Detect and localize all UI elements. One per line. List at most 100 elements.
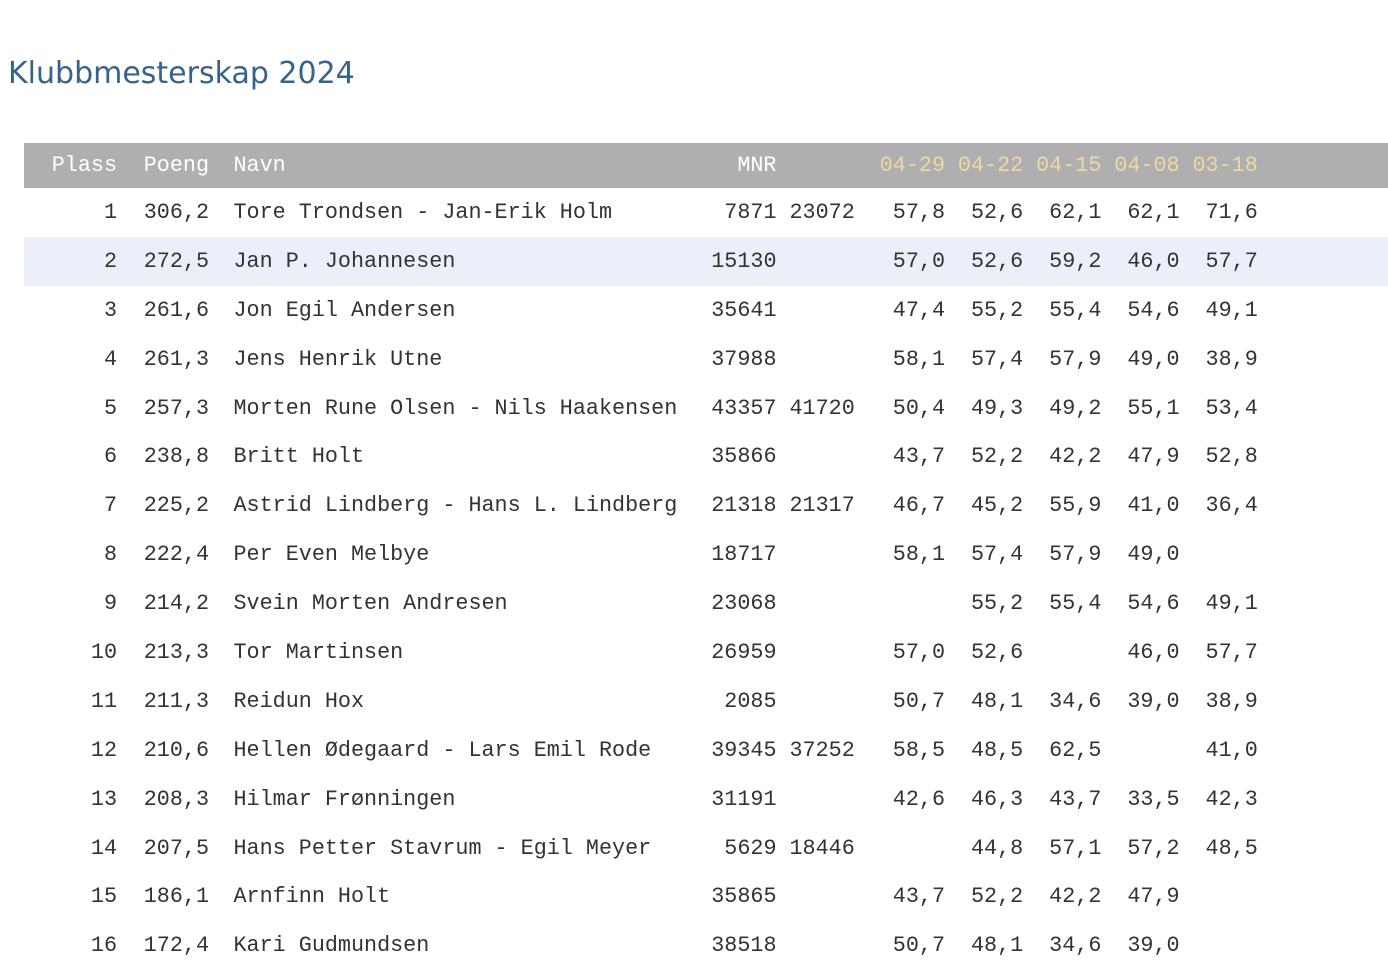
table-row[interactable]: 4 261,3 Jens Henrik Utne 37988 58,1 57,4…	[24, 334, 1388, 384]
table-row[interactable]: 6 238,8 Britt Holt 35866 43,7 52,2 42,2 …	[24, 432, 1388, 482]
score-cell-1: 52,2	[970, 884, 1024, 910]
member-number-cell: 18717	[711, 542, 777, 568]
score-cell-0: 58,1	[892, 346, 945, 372]
member-number-cell: 43357	[711, 395, 777, 421]
score-cell-3: 46,0	[1127, 639, 1180, 665]
points-cell: 222,4	[143, 542, 209, 568]
member-number-cell: 7871	[724, 199, 777, 225]
score-cell-3: 57,2	[1127, 835, 1180, 861]
score-cell-3: 39,0	[1127, 933, 1180, 959]
score-cell-2: 43,7	[1049, 786, 1102, 812]
points-cell: 257,3	[143, 395, 209, 421]
score-cell-1: 52,6	[970, 248, 1024, 274]
points-cell: 225,2	[143, 493, 209, 519]
member-number-2-cell: 37252	[789, 737, 855, 763]
header-date-2: 04-15	[1036, 153, 1102, 178]
header-date-4: 03-18	[1192, 153, 1258, 178]
score-cell-0: 57,0	[892, 639, 945, 665]
score-cell-1: 52,6	[970, 639, 1024, 665]
score-cell-1: 48,1	[970, 933, 1024, 959]
table-row[interactable]: 13 208,3 Hilmar Frønningen 31191 42,6 46…	[24, 774, 1388, 824]
table-row[interactable]: 11 211,3 Reidun Hox 2085 50,7 48,1 34,6 …	[24, 676, 1388, 726]
name-cell: Svein Morten Andresen	[233, 591, 508, 617]
table-row[interactable]: 3 261,6 Jon Egil Andersen 35641 47,4 55,…	[24, 285, 1388, 335]
rank-cell: 13	[90, 786, 117, 812]
score-cell-1: 46,3	[970, 786, 1024, 812]
name-cell: Tor Martinsen	[233, 639, 404, 665]
score-cell-1: 48,1	[970, 688, 1024, 714]
score-cell-0: 47,4	[892, 297, 945, 323]
points-cell: 172,4	[143, 933, 209, 959]
header-date-1: 04-22	[957, 153, 1024, 178]
table-row[interactable]: 8 222,4 Per Even Melbye 18717 58,1 57,4 …	[24, 530, 1388, 580]
table-row[interactable]: 1 306,2 Tore Trondsen - Jan-Erik Holm 78…	[24, 188, 1388, 237]
score-cell-0: 50,7	[892, 688, 945, 714]
name-cell: Astrid Lindberg - Hans L. Lindberg	[233, 493, 678, 519]
score-cell-4: 48,5	[1205, 835, 1258, 861]
score-cell-0: 58,1	[892, 542, 945, 568]
rank-cell: 9	[103, 591, 117, 617]
member-number-cell: 37988	[711, 346, 777, 372]
score-cell-2: 49,2	[1049, 395, 1102, 421]
member-number-cell: 31191	[711, 786, 777, 812]
score-cell-2: 55,4	[1049, 297, 1102, 323]
score-cell-1: 48,5	[970, 737, 1024, 763]
score-cell-4: 52,8	[1205, 444, 1258, 470]
table-row[interactable]: 9 214,2 Svein Morten Andresen 23068 55,2…	[24, 579, 1388, 629]
score-cell-0: 43,7	[892, 444, 945, 470]
score-cell-3: 47,9	[1127, 444, 1180, 470]
score-cell-1: 49,3	[970, 395, 1024, 421]
score-cell-4: 36,4	[1205, 493, 1258, 519]
score-cell-3: 54,6	[1127, 297, 1180, 323]
score-cell-3: 41,0	[1127, 493, 1180, 519]
score-cell-1: 44,8	[970, 835, 1024, 861]
score-cell-2: 34,6	[1049, 933, 1102, 959]
member-number-cell: 15130	[711, 248, 777, 274]
score-cell-2: 34,6	[1049, 688, 1102, 714]
name-cell: Britt Holt	[233, 444, 365, 470]
score-cell-3: 47,9	[1127, 884, 1180, 910]
score-cell-4: 38,9	[1205, 346, 1258, 372]
points-cell: 208,3	[143, 786, 209, 812]
table-row[interactable]: 7 225,2 Astrid Lindberg - Hans L. Lindbe…	[24, 481, 1388, 531]
rank-cell: 10	[90, 639, 117, 665]
header-member-number: MNR	[737, 153, 777, 178]
score-cell-2: 59,2	[1049, 248, 1102, 274]
score-cell-4: 42,3	[1205, 786, 1258, 812]
member-number-2-cell: 18446	[789, 835, 855, 861]
name-cell: Per Even Melbye	[233, 542, 430, 568]
score-cell-4: 49,1	[1205, 591, 1258, 617]
page-title: Klubbmesterskap 2024	[8, 56, 355, 91]
member-number-cell: 5629	[724, 835, 777, 861]
table-row[interactable]: 14 207,5 Hans Petter Stavrum - Egil Meye…	[24, 823, 1388, 873]
table-row[interactable]: 15 186,1 Arnfinn Holt 35865 43,7 52,2 42…	[24, 872, 1388, 922]
score-cell-2: 55,4	[1049, 591, 1102, 617]
name-cell: Hilmar Frønningen	[233, 786, 456, 812]
score-cell-2: 62,5	[1049, 737, 1102, 763]
score-cell-0: 50,4	[892, 395, 945, 421]
score-cell-3: 62,1	[1127, 199, 1180, 225]
table-row[interactable]: 16 172,4 Kari Gudmundsen 38518 50,7 48,1…	[24, 921, 1388, 971]
score-cell-1: 52,2	[970, 444, 1024, 470]
score-cell-2: 62,1	[1049, 199, 1102, 225]
rank-cell: 6	[103, 444, 117, 470]
score-cell-1: 45,2	[970, 493, 1024, 519]
header-date-0: 04-29	[879, 153, 945, 178]
score-cell-3: 49,0	[1127, 542, 1180, 568]
table-header-row: Plass Poeng Navn MNR 04-29 04-22 04-15 0…	[24, 143, 1388, 188]
score-cell-0: 58,5	[892, 737, 945, 763]
table-row[interactable]: 10 213,3 Tor Martinsen 26959 57,0 52,6 4…	[24, 628, 1388, 677]
member-number-cell: 26959	[711, 639, 777, 665]
score-cell-4: 57,7	[1205, 639, 1258, 665]
rank-cell: 1	[103, 199, 117, 225]
score-cell-3: 54,6	[1127, 591, 1180, 617]
rank-cell: 3	[103, 297, 117, 323]
table-row[interactable]: 5 257,3 Morten Rune Olsen - Nils Haakens…	[24, 383, 1388, 433]
header-date-3: 04-08	[1114, 153, 1180, 178]
score-cell-0: 43,7	[892, 884, 945, 910]
member-number-2-cell: 41720	[789, 395, 855, 421]
score-cell-3: 33,5	[1127, 786, 1180, 812]
points-cell: 213,3	[143, 639, 209, 665]
table-row[interactable]: 2 272,5 Jan P. Johannesen 15130 57,0 52,…	[24, 236, 1388, 286]
table-row[interactable]: 12 210,6 Hellen Ødegaard - Lars Emil Rod…	[24, 725, 1388, 775]
